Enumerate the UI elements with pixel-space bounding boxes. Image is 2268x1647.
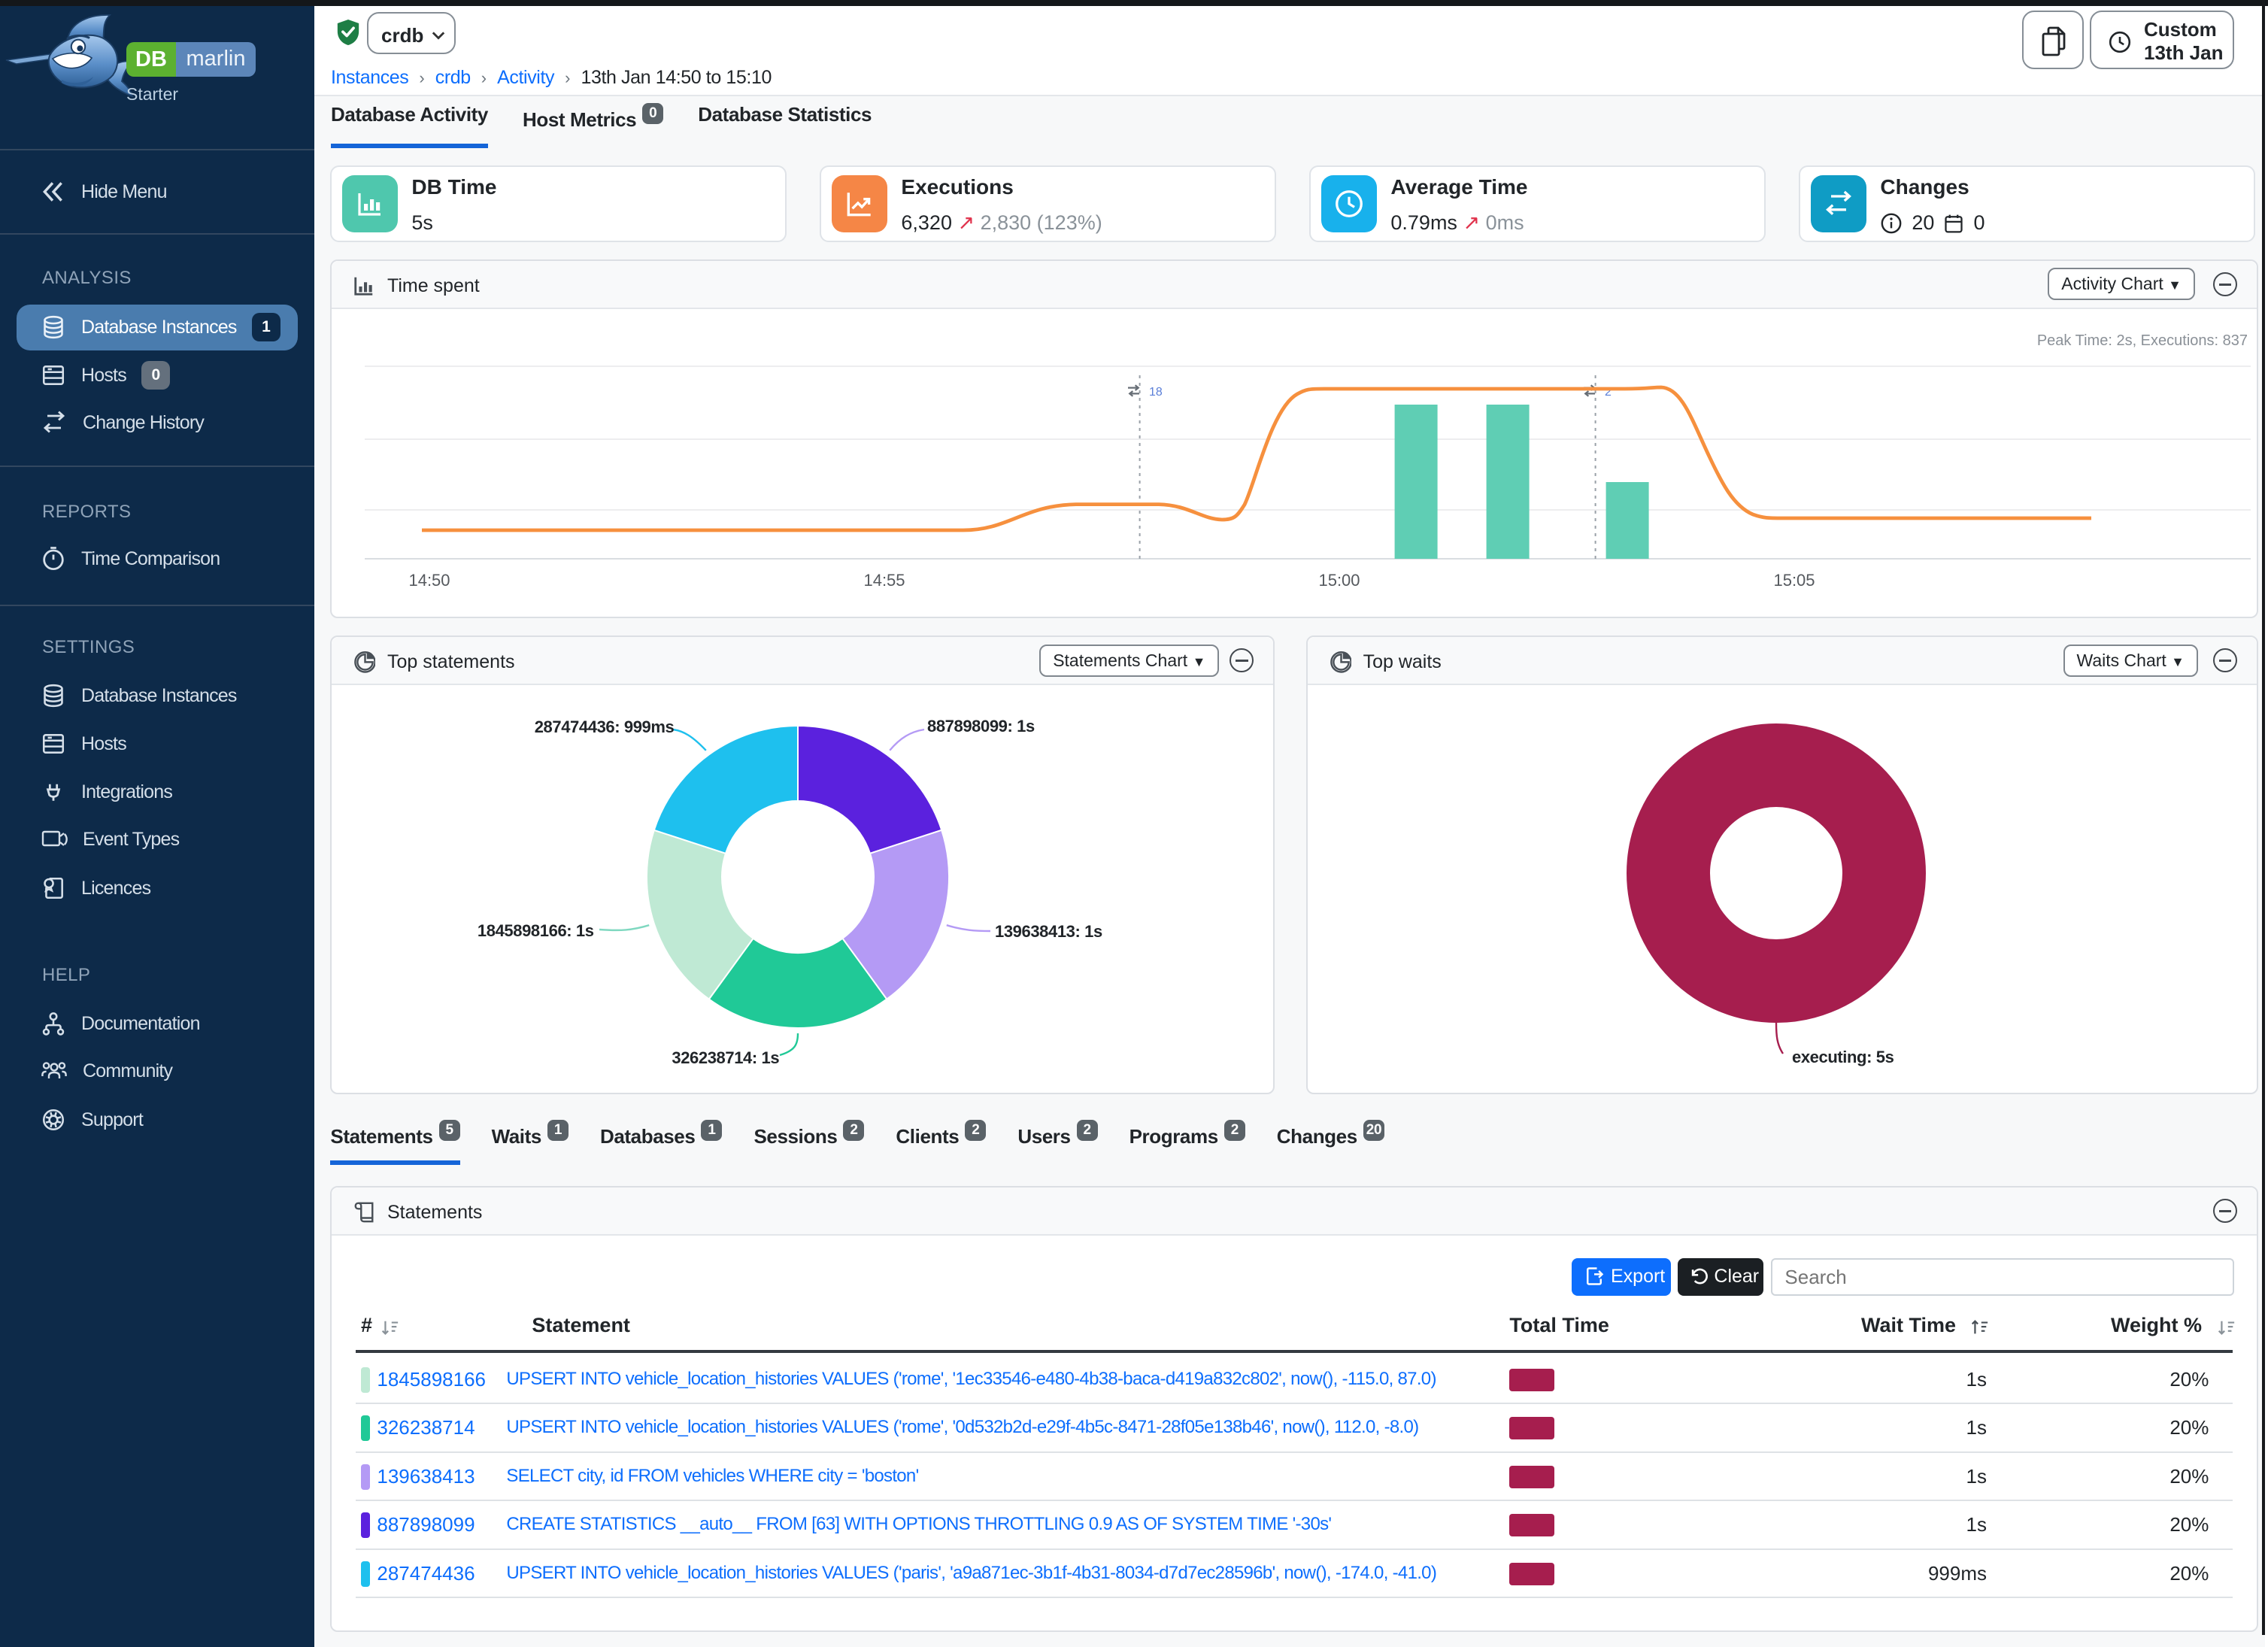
svg-text:15:05: 15:05 [1774, 571, 1815, 590]
svg-text:15:00: 15:00 [1319, 571, 1360, 590]
svg-text:14:55: 14:55 [864, 571, 905, 590]
svg-text:14:50: 14:50 [409, 571, 450, 590]
svg-text:2: 2 [1605, 386, 1612, 399]
svg-text:326238714: 1s: 326238714: 1s [672, 1048, 780, 1067]
svg-text:18: 18 [1149, 386, 1163, 399]
svg-text:887898099: 1s: 887898099: 1s [927, 717, 1035, 736]
svg-text:287474436: 999ms: 287474436: 999ms [535, 717, 675, 736]
svg-text:executing: 5s: executing: 5s [1792, 1048, 1894, 1066]
svg-text:139638413: 1s: 139638413: 1s [995, 922, 1102, 941]
svg-text:1845898166: 1s: 1845898166: 1s [478, 921, 594, 940]
svg-text:Peak Time: 2s, Executions: 837: Peak Time: 2s, Executions: 837 [2037, 332, 2248, 349]
